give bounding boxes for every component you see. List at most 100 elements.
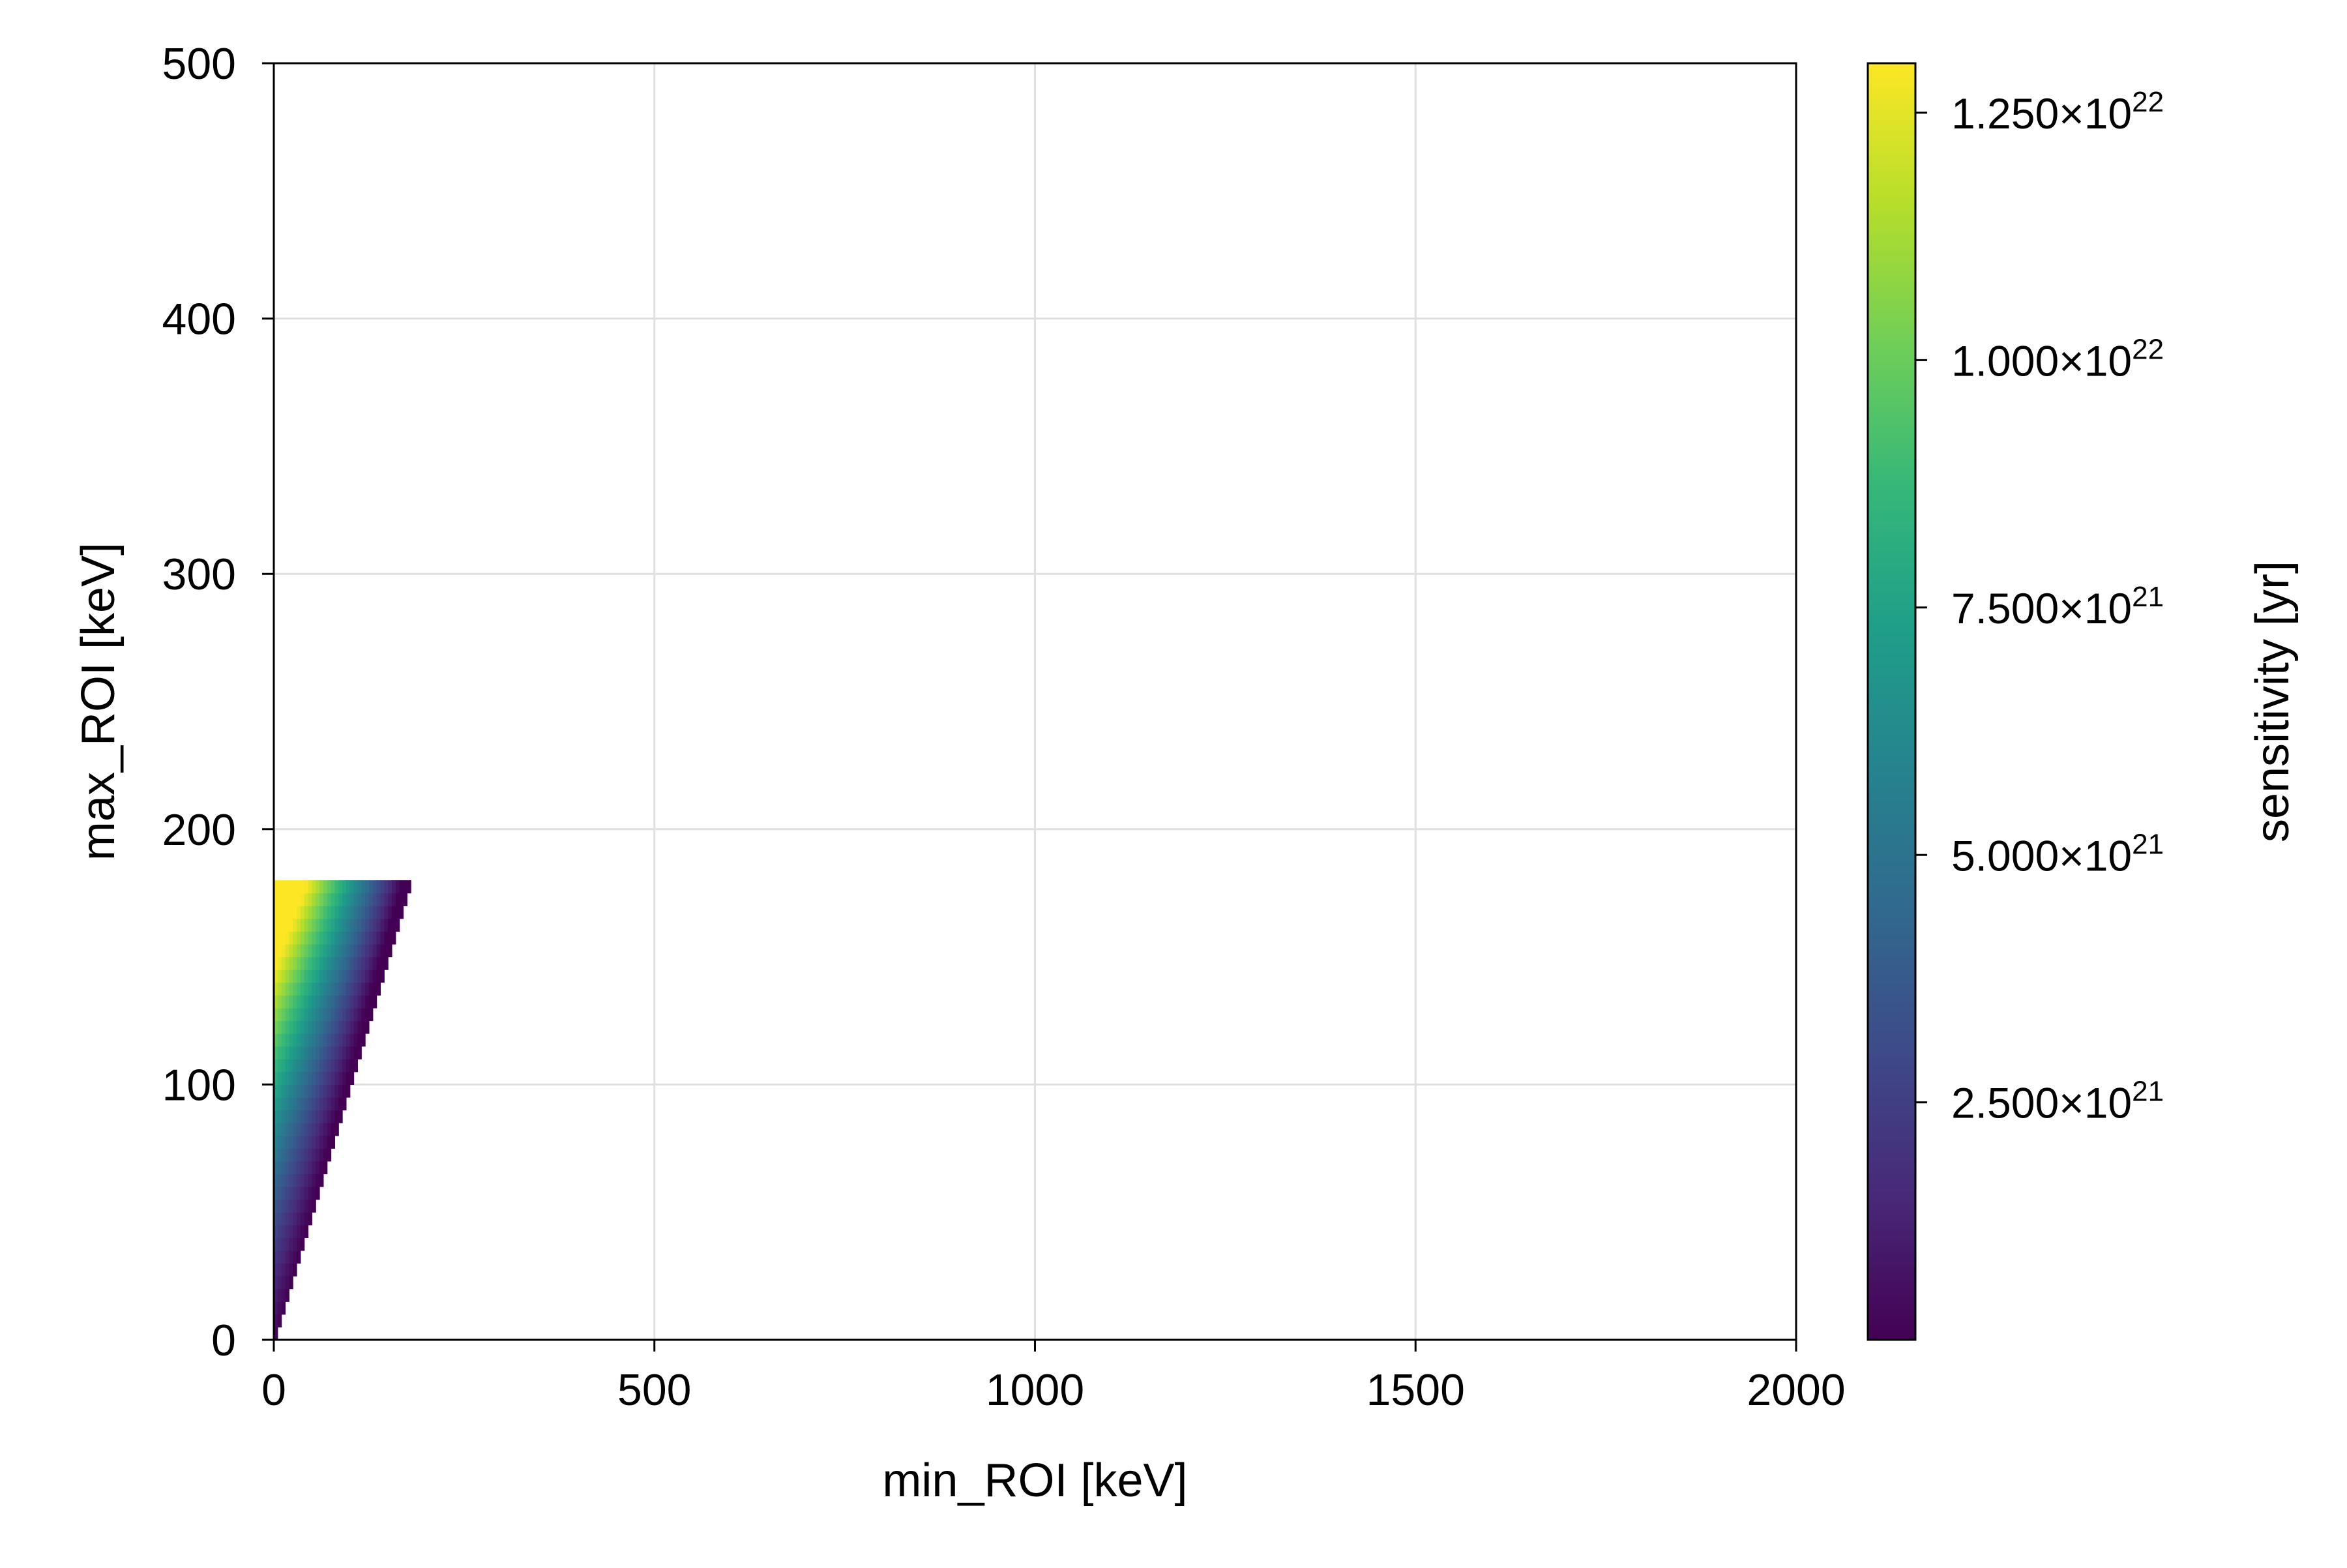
heatmap-cell [308,969,312,983]
heatmap-cell [281,1276,286,1290]
heatmap-cell [327,880,332,894]
heatmap-cell [331,1007,335,1022]
heatmap-cell [297,931,301,945]
heatmap-cell [361,1020,366,1034]
heatmap-cell [346,944,351,958]
heatmap-cell [297,880,301,894]
heatmap-cell [304,982,309,996]
heatmap-cell [372,880,377,894]
heatmap-cell [316,918,320,932]
heatmap-cell [308,1097,312,1111]
heatmap-cell [300,1237,305,1251]
heatmap-cell [293,1174,297,1187]
heatmap-cell [327,1097,332,1111]
heatmap-cell [349,969,355,983]
heatmap-cell [316,1084,320,1098]
heatmap-cell [353,969,359,983]
heatmap-cell [297,1020,301,1034]
heatmap-cell [300,1007,305,1022]
heatmap-cell [312,1161,316,1175]
heatmap-cell [316,1097,320,1111]
heatmap-cell [316,1071,320,1085]
heatmap-cell [304,1123,309,1136]
heatmap-cell [365,956,370,970]
heatmap-cell [304,1084,309,1098]
heatmap-cell [365,982,370,996]
heatmap-cells [274,880,411,1340]
heatmap-cell [323,1135,328,1149]
heatmap-cell [376,931,381,945]
heatmap-cell [334,1123,339,1136]
heatmap-cell [323,1007,328,1022]
heatmap-cell [297,1123,301,1136]
heatmap-cell [277,1148,282,1162]
heatmap-cell [346,1059,351,1072]
heatmap-cell [300,1033,305,1047]
heatmap-cell [293,1237,297,1251]
heatmap-cell [312,1110,316,1123]
heatmap-cell [338,1059,343,1072]
heatmap-cell [334,906,339,919]
heatmap-cell [289,1046,293,1059]
heatmap-cell [376,918,381,932]
heatmap-cell [304,906,309,919]
heatmap-cell [316,956,320,970]
heatmap-cell [304,1007,309,1022]
heatmap-cell [346,995,351,1009]
heatmap-cell [346,1033,351,1047]
heatmap-cell [297,995,301,1009]
heatmap-cell [365,969,370,983]
heatmap-cell [334,956,339,970]
heatmap-cell [297,1250,301,1264]
heatmap-cell [316,880,320,894]
heatmap-cell [316,995,320,1009]
heatmap-cell [293,931,297,945]
heatmap-cell [357,969,362,983]
heatmap-cell [353,918,359,932]
heatmap-cell [274,1174,278,1187]
heatmap-cell [384,880,389,894]
heatmap-cell [293,1123,297,1136]
heatmap-cell [304,969,309,983]
heatmap-cell [285,1288,289,1302]
heatmap-cell [304,1187,309,1200]
heatmap-cell [274,1046,278,1059]
heatmap-cell [361,906,366,919]
heatmap-cell [391,880,396,894]
heatmap-cell [388,931,392,945]
heatmap-cell [293,944,297,958]
heatmap-cell [281,1187,286,1200]
heatmap-cell [316,1148,320,1162]
heatmap-cell [281,1237,286,1251]
heatmap-cell [274,1288,278,1302]
heatmap-cell [353,956,359,970]
heatmap-cell [323,1046,328,1059]
heatmap-cell [277,1110,282,1123]
heatmap-cell [297,1007,301,1022]
heatmap-cell [312,918,316,932]
heatmap-cell [308,918,312,932]
heatmap-cell [300,1046,305,1059]
heatmap-cell [281,1135,286,1149]
heatmap-cell [289,1059,293,1072]
heatmap-cell [331,906,335,919]
heatmap-cell [312,906,316,919]
heatmap-cell [349,944,355,958]
heatmap-cell [300,906,305,919]
heatmap-cell [274,918,278,932]
heatmap-cell [372,995,377,1009]
heatmap-cell [285,1007,289,1022]
heatmap-cell [357,893,362,906]
heatmap-cell [334,1007,339,1022]
heatmap-cell [327,995,332,1009]
heatmap-cell [304,944,309,958]
heatmap-cell [293,1187,297,1200]
heatmap-cell [277,893,282,906]
heatmap-cell [342,1007,347,1022]
y-tick-label: 100 [162,1060,236,1110]
heatmap-cell [308,1110,312,1123]
heatmap-cell [327,1046,332,1059]
heatmap-cell [289,1084,293,1098]
heatmap-cell [380,906,385,919]
